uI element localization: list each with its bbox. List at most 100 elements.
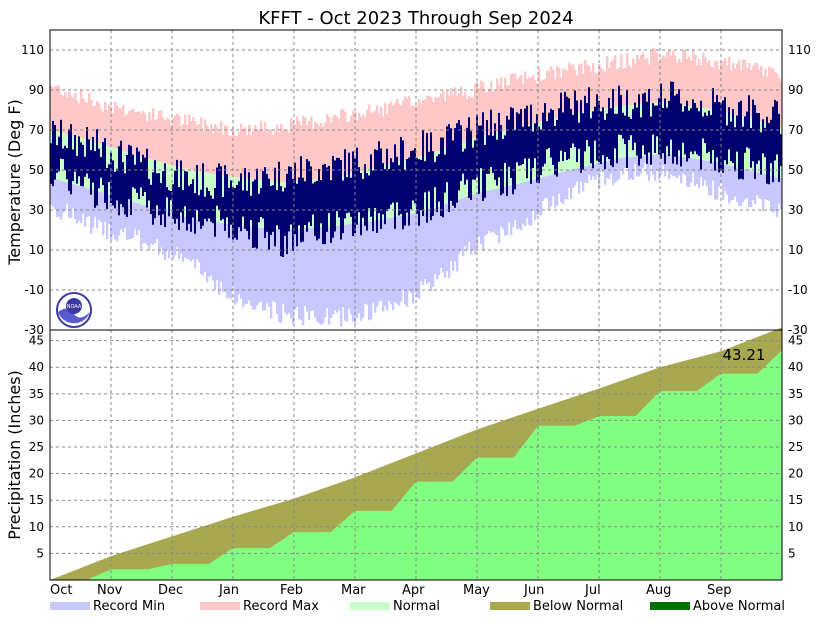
record-max-bar	[708, 60, 711, 136]
observed-bar	[512, 108, 515, 195]
observed-bar	[658, 98, 661, 155]
precip-tick-label-right: 40	[788, 360, 803, 374]
record-max-bar	[722, 61, 725, 138]
normal-bar	[170, 164, 173, 213]
observed-bar	[770, 119, 773, 164]
observed-bar	[166, 186, 169, 198]
observed-bar	[590, 118, 593, 164]
record-max-bar	[208, 129, 211, 198]
record-max-bar	[768, 66, 771, 150]
record-max-bar	[496, 78, 499, 161]
observed-bar	[584, 95, 587, 152]
record-max-bar	[326, 113, 329, 203]
observed-bar	[402, 140, 405, 230]
precip-tick-label-left: 20	[29, 467, 44, 481]
legend-label: Above Normal	[693, 599, 785, 614]
record-max-bar	[188, 114, 191, 194]
record-max-bar	[570, 65, 573, 142]
record-max-bar	[558, 67, 561, 145]
record-max-bar	[190, 121, 193, 195]
record-max-bar	[732, 63, 735, 141]
observed-bar	[630, 118, 633, 136]
precip-tick-label-left: 40	[29, 360, 44, 374]
observed-bar	[236, 184, 239, 240]
record-max-bar	[328, 116, 331, 203]
record-max-bar	[700, 65, 703, 134]
observed-bar	[426, 133, 429, 223]
observed-bar	[704, 112, 707, 144]
observed-bar	[444, 154, 447, 193]
record-max-bar	[534, 79, 537, 152]
observed-bar	[588, 87, 591, 147]
observed-bar	[472, 147, 475, 180]
observed-bar	[504, 135, 507, 163]
observed-bar	[474, 140, 477, 180]
record-max-bar	[292, 121, 295, 206]
observed-bar	[532, 131, 535, 169]
observed-bar	[340, 160, 343, 240]
precip-tick-label-right: 25	[788, 440, 803, 454]
observed-bar	[144, 157, 147, 192]
record-max-bar	[180, 126, 183, 192]
observed-bar	[322, 164, 325, 245]
record-max-bar	[154, 120, 157, 185]
record-max-bar	[758, 69, 761, 147]
record-max-bar	[704, 57, 707, 135]
precip-tick-label-right: 35	[788, 387, 803, 401]
temp-tick-label-right: 70	[788, 123, 803, 137]
record-max-bar	[546, 70, 549, 149]
observed-bar	[718, 101, 721, 173]
observed-bar	[66, 148, 69, 180]
observed-bar	[530, 104, 533, 184]
record-max-bar	[228, 135, 231, 201]
chart-title: KFFT - Oct 2023 Through Sep 2024	[258, 8, 573, 29]
record-max-bar	[138, 111, 141, 180]
observed-bar	[678, 89, 681, 151]
record-max-bar	[266, 132, 269, 205]
observed-bar	[624, 115, 627, 145]
observed-bar	[170, 190, 173, 201]
record-max-bar	[620, 54, 623, 132]
observed-bar	[644, 92, 647, 155]
observed-bar	[542, 112, 545, 167]
observed-bar	[232, 186, 235, 240]
record-max-bar	[780, 81, 783, 152]
record-max-bar	[502, 88, 505, 160]
observed-bar	[760, 132, 763, 175]
observed-bar	[748, 95, 751, 149]
record-max-bar	[726, 65, 729, 139]
observed-bar	[392, 162, 395, 203]
record-max-bar	[666, 51, 669, 129]
record-max-bar	[340, 109, 343, 201]
month-label: Sep	[707, 583, 732, 598]
observed-bar	[310, 166, 313, 227]
observed-bar	[326, 167, 329, 232]
observed-bar	[600, 111, 603, 165]
observed-bar	[394, 144, 397, 229]
record-max-bar	[692, 50, 695, 133]
observed-bar	[92, 136, 95, 183]
record-max-bar	[634, 64, 637, 131]
record-max-bar	[684, 49, 687, 132]
observed-bar	[122, 162, 125, 208]
observed-bar	[428, 151, 431, 192]
record-max-bar	[480, 80, 483, 165]
observed-bar	[172, 184, 175, 220]
observed-bar	[596, 94, 599, 161]
observed-bar	[412, 150, 415, 201]
observed-bar	[70, 124, 73, 195]
observed-bar	[152, 172, 155, 225]
record-max-bar	[474, 83, 477, 166]
record-max-bar	[310, 116, 313, 204]
observed-bar	[246, 190, 249, 231]
record-max-bar	[668, 49, 671, 129]
observed-bar	[178, 187, 181, 230]
record-max-bar	[492, 92, 495, 162]
observed-bar	[434, 162, 437, 188]
observed-bar	[708, 110, 711, 152]
record-max-bar	[554, 79, 557, 146]
observed-bar	[318, 169, 321, 239]
observed-bar	[610, 108, 613, 166]
observed-bar	[68, 129, 71, 191]
